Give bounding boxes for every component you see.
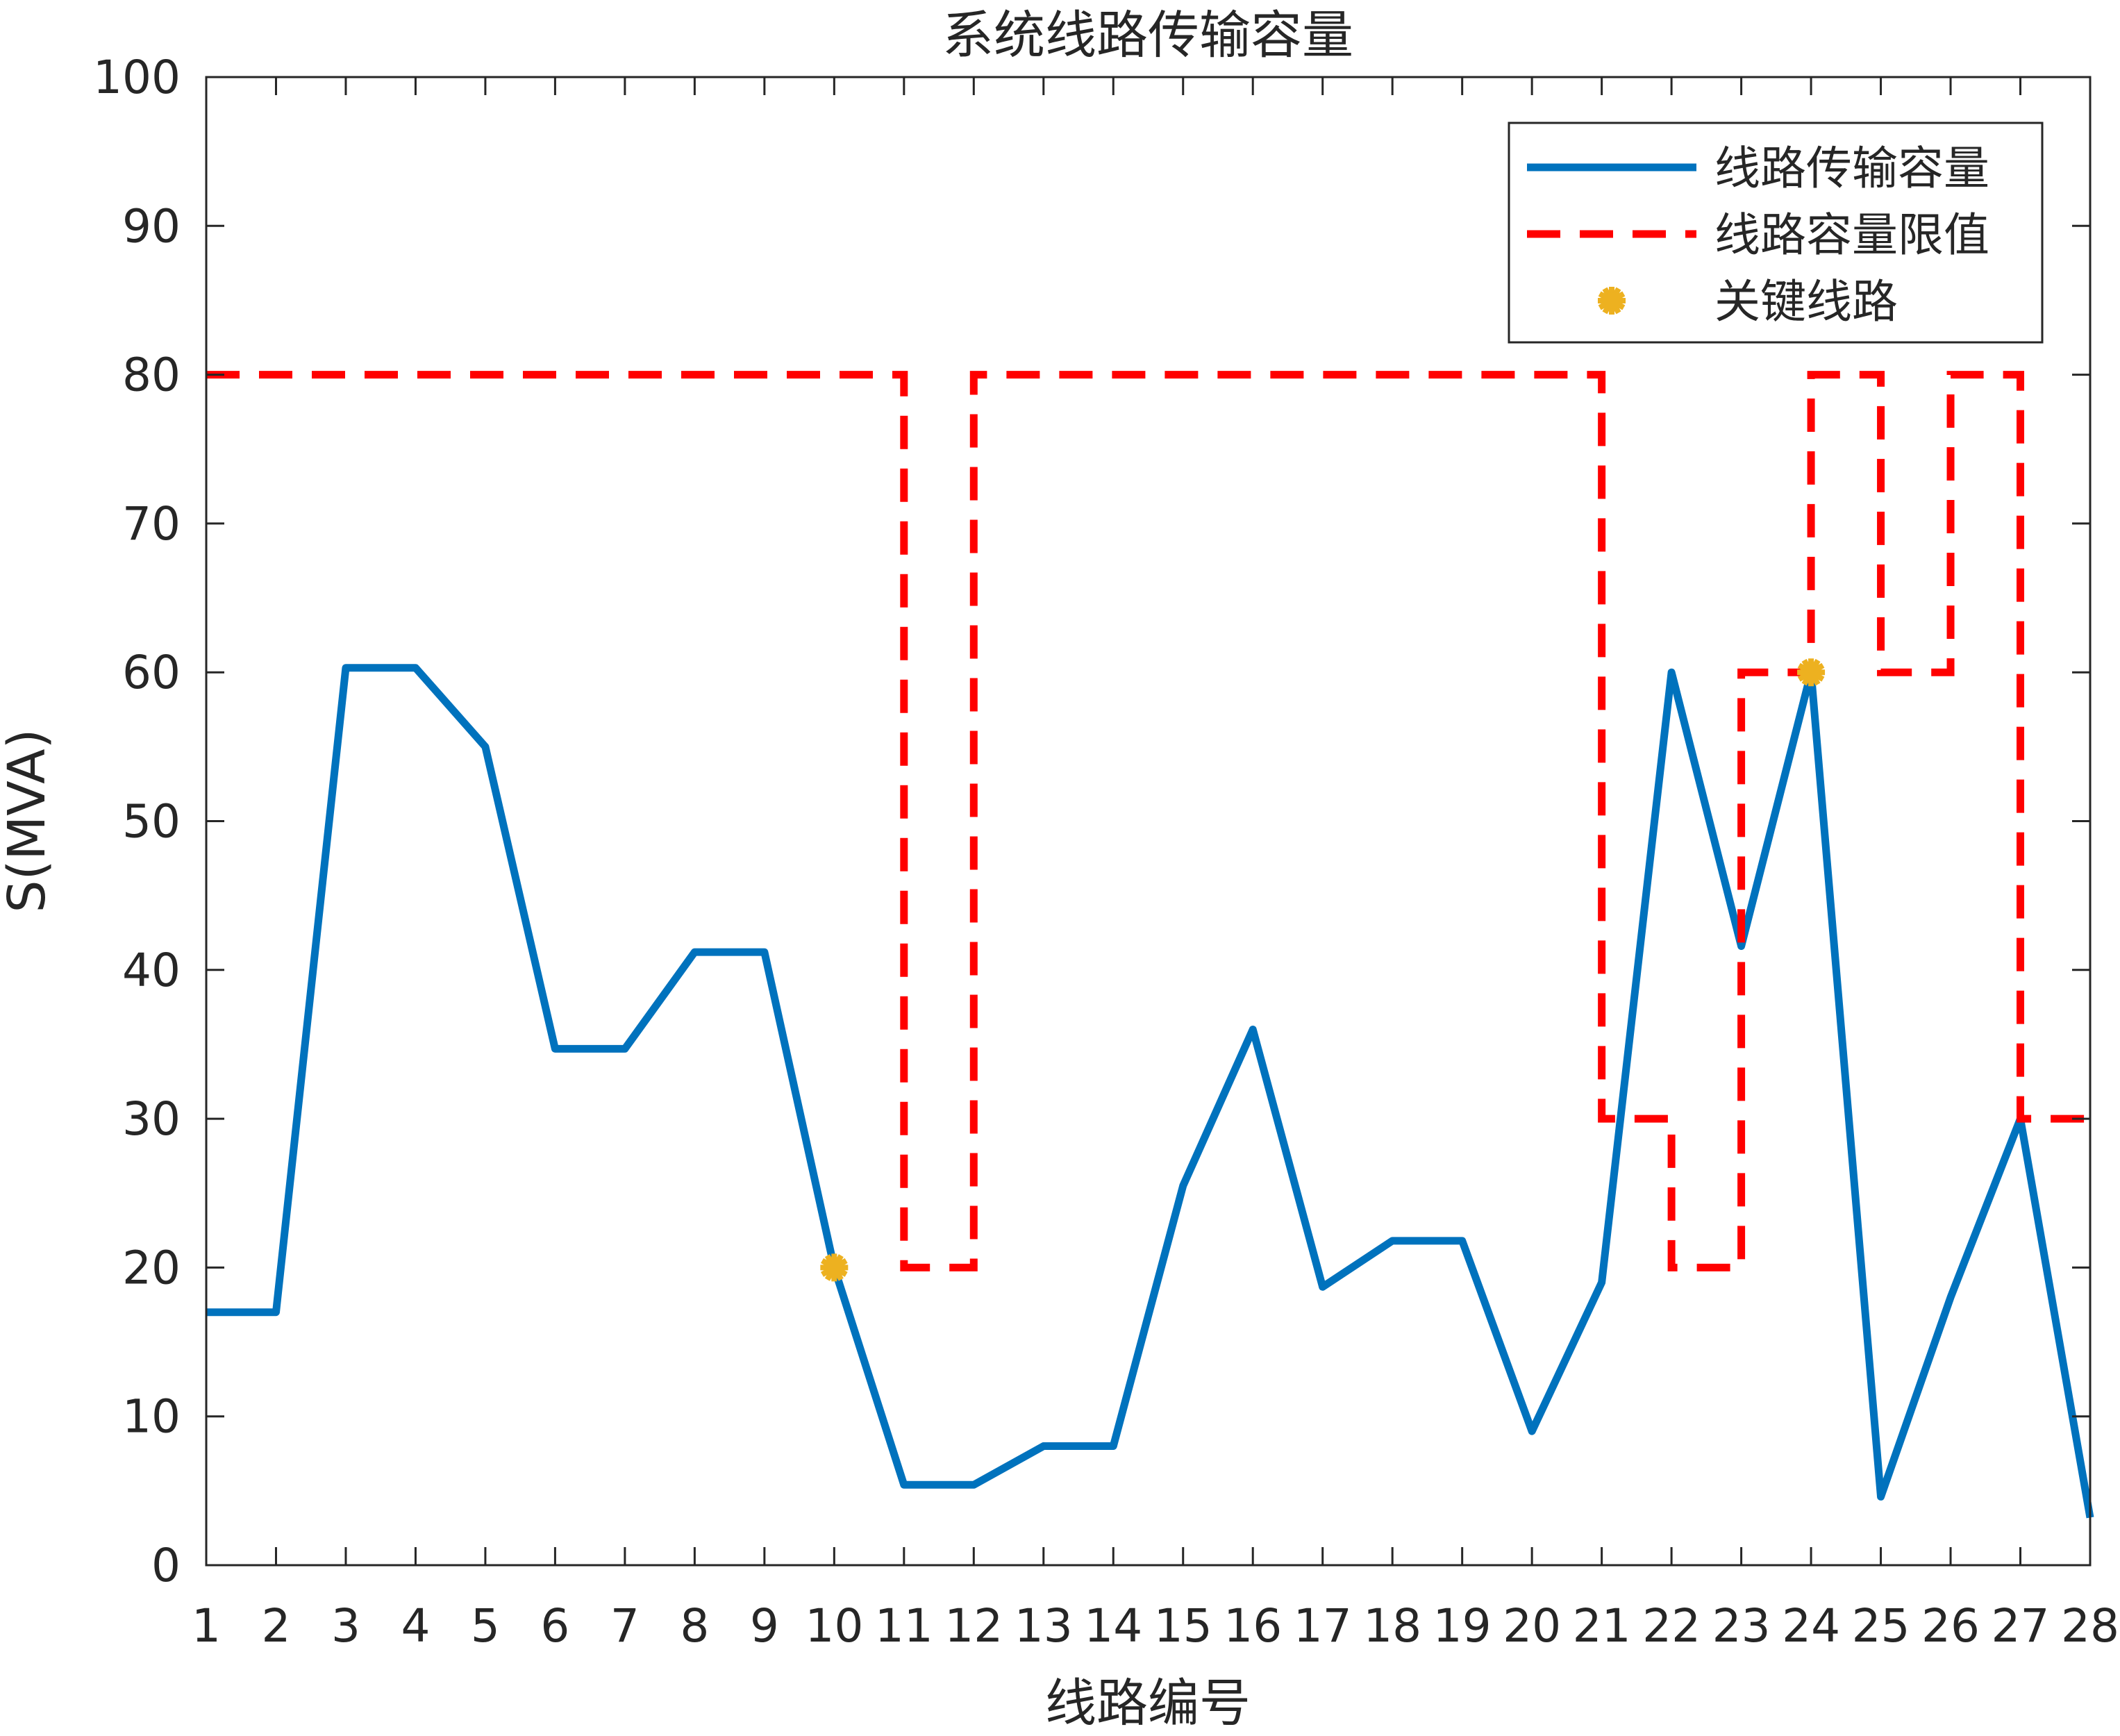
- x-axis-title: 线路编号: [1045, 1674, 1251, 1733]
- x-tick-label-25: 25: [1852, 1599, 1910, 1653]
- y-tick-label-0: 0: [151, 1539, 181, 1592]
- x-tick-label-6: 6: [540, 1599, 569, 1653]
- x-tick-label-16: 16: [1224, 1599, 1282, 1653]
- y-tick-label-90: 90: [122, 199, 181, 253]
- series-layer: [206, 371, 2094, 1519]
- x-tick-label-14: 14: [1084, 1599, 1142, 1653]
- y-tick-label-10: 10: [122, 1390, 181, 1444]
- x-tick-label-1: 1: [192, 1599, 221, 1653]
- x-tick-label-15: 15: [1154, 1599, 1212, 1653]
- x-tick-label-24: 24: [1782, 1599, 1840, 1653]
- legend-label-2: 关键线路: [1714, 275, 1898, 328]
- x-tick-label-8: 8: [680, 1599, 709, 1653]
- legend-label-0: 线路传输容量: [1714, 142, 1989, 195]
- series-line-transmission: [206, 664, 2094, 1519]
- x-tick-label-9: 9: [750, 1599, 779, 1653]
- x-tick-label-3: 3: [331, 1599, 360, 1653]
- x-tick-label-23: 23: [1712, 1599, 1771, 1653]
- y-tick-label-50: 50: [122, 795, 181, 849]
- y-tick-label-40: 40: [122, 944, 181, 997]
- y-tick-label-80: 80: [122, 349, 181, 402]
- x-tick-label-26: 26: [1921, 1599, 1980, 1653]
- legend-swatch-critical: [1598, 287, 1626, 315]
- x-tick-label-27: 27: [1992, 1599, 2050, 1653]
- critical-line-marker-24: [1797, 658, 1826, 687]
- x-tick-label-13: 13: [1015, 1599, 1073, 1653]
- legend-label-1: 线路容量限值: [1714, 208, 1989, 262]
- series-line-limit: [206, 371, 2090, 1271]
- x-tick-label-22: 22: [1642, 1599, 1701, 1653]
- y-tick-label-30: 30: [122, 1092, 181, 1146]
- x-tick-label-28: 28: [2061, 1599, 2119, 1653]
- y-tick-label-70: 70: [122, 497, 181, 551]
- x-tick-label-12: 12: [944, 1599, 1003, 1653]
- x-tick-label-10: 10: [805, 1599, 863, 1653]
- x-tick-label-20: 20: [1503, 1599, 1561, 1653]
- axes-layer: 1 2 3 4 5 6 7 8 9 10 11 12 13 14 15 16 17 18 19 20 21 22 23 24 2…: [93, 51, 2119, 1653]
- y-tick-label-20: 20: [122, 1241, 181, 1294]
- y-axis-title: S(MVA): [0, 728, 57, 912]
- x-tick-label-11: 11: [875, 1599, 933, 1653]
- x-tick-label-7: 7: [610, 1599, 640, 1653]
- x-tick-label-5: 5: [471, 1599, 500, 1653]
- y-tick-label-60: 60: [122, 646, 181, 699]
- x-tick-label-2: 2: [261, 1599, 290, 1653]
- x-tick-label-19: 19: [1433, 1599, 1492, 1653]
- x-tick-label-18: 18: [1363, 1599, 1421, 1653]
- y-tick-label-100: 100: [93, 51, 181, 104]
- x-tick-label-17: 17: [1294, 1599, 1352, 1653]
- critical-line-marker-10: [820, 1253, 849, 1282]
- x-tick-label-21: 21: [1573, 1599, 1631, 1653]
- x-tick-label-4: 4: [401, 1599, 430, 1653]
- chart-title: 系统线路传输容量: [942, 6, 1353, 65]
